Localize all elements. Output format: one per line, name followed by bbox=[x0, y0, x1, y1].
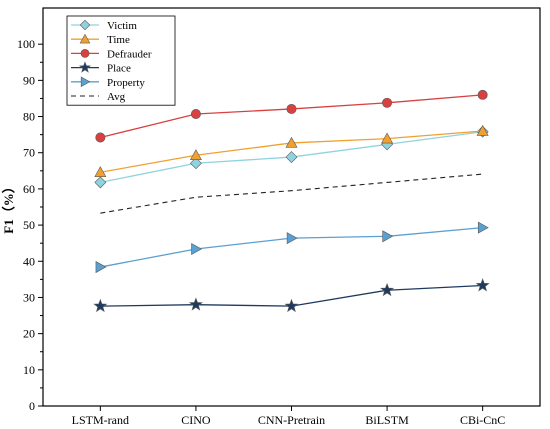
data-point-time bbox=[189, 149, 202, 160]
legend-label-place: Place bbox=[107, 63, 131, 75]
legend-label-victim: Victim bbox=[107, 20, 137, 32]
legend-box bbox=[66, 15, 176, 106]
data-point-place bbox=[284, 298, 299, 313]
legend-marker-victim bbox=[79, 19, 91, 31]
y-tick-label: 100 bbox=[17, 37, 35, 51]
data-point-defrauder bbox=[190, 109, 201, 119]
data-point-defrauder bbox=[382, 97, 393, 108]
y-tick-label: 30 bbox=[23, 290, 35, 304]
legend-marker-property bbox=[80, 76, 91, 88]
x-tick-label: LSTM-rand bbox=[72, 413, 129, 427]
data-point-time bbox=[476, 124, 489, 136]
data-point-defrauder bbox=[286, 103, 297, 114]
data-point-property bbox=[286, 232, 298, 245]
series-victim bbox=[94, 125, 489, 189]
data-point-property bbox=[95, 261, 107, 274]
data-point-place bbox=[93, 298, 108, 313]
x-tick-label: BiLSTM bbox=[365, 413, 409, 427]
data-point-victim bbox=[189, 157, 202, 170]
data-point-defrauder bbox=[477, 89, 488, 100]
data-point-time bbox=[285, 136, 298, 148]
series-property bbox=[95, 221, 489, 274]
legend-label-property: Property bbox=[107, 77, 145, 89]
data-point-property bbox=[191, 242, 203, 255]
data-point-place bbox=[380, 282, 395, 297]
y-tick-label: 90 bbox=[23, 73, 35, 87]
y-tick-label: 20 bbox=[23, 327, 35, 341]
y-tick-label: 50 bbox=[23, 218, 35, 232]
x-tick-label: CBi-CnC bbox=[460, 413, 505, 427]
series-line-avg bbox=[100, 173, 483, 214]
data-point-property bbox=[382, 230, 394, 243]
y-tick-label: 40 bbox=[23, 254, 35, 268]
y-tick-label: 70 bbox=[23, 146, 35, 160]
data-point-defrauder bbox=[95, 132, 106, 143]
series-place bbox=[93, 278, 490, 313]
legend-marker-defrauder bbox=[80, 49, 90, 58]
legend-label-avg: Avg bbox=[107, 91, 126, 103]
legend-label-defrauder: Defrauder bbox=[107, 48, 152, 60]
data-point-victim bbox=[94, 176, 107, 189]
y-tick-label: 60 bbox=[23, 182, 35, 196]
series-time bbox=[94, 124, 489, 177]
data-point-place bbox=[475, 278, 490, 292]
axes: 0 10 20 30 40 50 60 70 80 90 100 LSTM-rand CINO CNN-P… bbox=[17, 7, 541, 427]
y-tick-label: 0 bbox=[29, 399, 35, 413]
legend: Victim Time Defrauder Place Property Avg bbox=[66, 15, 176, 106]
data-point-property bbox=[477, 221, 489, 234]
y-axis-label: F1（%） bbox=[1, 180, 16, 233]
legend-label-time: Time bbox=[107, 34, 130, 46]
series-defrauder bbox=[95, 89, 488, 143]
y-tick-label: 80 bbox=[23, 110, 35, 124]
legend-marker-time bbox=[79, 33, 91, 44]
x-tick-label: CINO bbox=[181, 413, 211, 427]
data-point-place bbox=[188, 297, 203, 311]
data-point-victim bbox=[285, 151, 298, 163]
series-avg bbox=[100, 173, 483, 214]
x-tick-label: CNN-Pretrain bbox=[258, 413, 325, 427]
data-point-time bbox=[94, 166, 107, 177]
y-tick-label: 10 bbox=[23, 363, 35, 377]
series-layer bbox=[93, 89, 490, 313]
data-point-time bbox=[381, 132, 394, 144]
legend-marker-place bbox=[78, 61, 92, 73]
